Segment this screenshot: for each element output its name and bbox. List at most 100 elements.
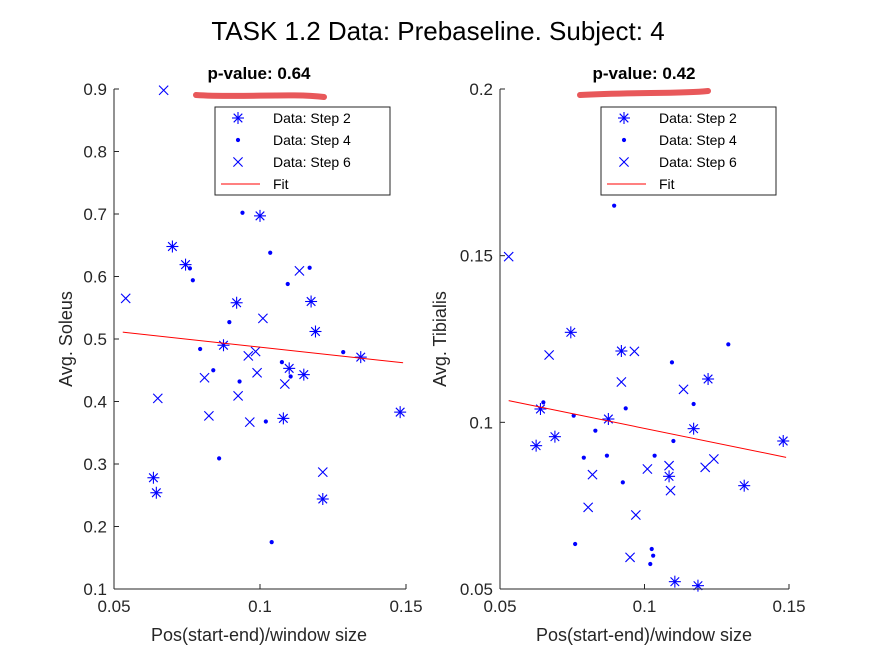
tibialis-asterisk-marker xyxy=(702,373,715,385)
soleus-asterisk-marker xyxy=(230,296,243,309)
tibialis-x-marker xyxy=(665,485,676,496)
soleus-x-marker xyxy=(257,313,268,324)
tibialis-legend-label: Data: Step 6 xyxy=(659,154,737,170)
tibialis-x-marker xyxy=(625,552,636,563)
tibialis-asterisk-marker xyxy=(564,326,577,339)
tibialis-dot-marker xyxy=(604,453,610,458)
soleus-dot-marker xyxy=(227,320,232,325)
soleus-y-tick-label: 0.8 xyxy=(83,143,107,162)
tibialis-asterisk-marker xyxy=(691,579,704,592)
tibialis-plot: 0.05 0.1 0.15 0.05 0.1 0.15 0.2 Pos(start-end)… xyxy=(430,64,806,645)
soleus-pvalue-annotation: p-value: 0.64 xyxy=(208,64,312,83)
tibialis-dot-marker xyxy=(651,553,656,558)
soleus-asterisk-marker xyxy=(150,486,163,499)
figure-title: TASK 1.2 Data: Prebaseline. Subject: 4 xyxy=(211,16,664,46)
soleus-asterisk-marker xyxy=(354,351,367,364)
soleus-dot-marker xyxy=(240,210,245,215)
tibialis-asterisk-marker xyxy=(738,479,751,492)
soleus-dot-marker xyxy=(288,374,293,379)
soleus-dot-marker xyxy=(211,368,216,373)
soleus-dot-marker xyxy=(285,281,290,287)
tibialis-dot-marker xyxy=(649,546,654,552)
soleus-y-tick-label: 0.7 xyxy=(83,205,107,224)
soleus-x-marker xyxy=(294,265,305,276)
soleus-x-marker xyxy=(199,372,210,383)
soleus-y-tick-label: 0.3 xyxy=(83,455,107,474)
soleus-legend-x-marker xyxy=(233,157,243,167)
tibialis-fit-line xyxy=(508,400,787,458)
tibialis-asterisk-marker xyxy=(602,413,615,425)
soleus-x-marker xyxy=(250,346,261,357)
soleus-dot-marker xyxy=(217,456,222,461)
tibialis-dot-marker xyxy=(541,400,546,405)
tibialis-x-axis-label: Pos(start-end)/window size xyxy=(536,625,752,645)
soleus-x-marker xyxy=(152,393,163,404)
soleus-dot-marker xyxy=(187,266,193,271)
soleus-x-marker xyxy=(279,379,290,389)
tibialis-dot-marker xyxy=(623,406,628,411)
soleus-legend-label: Fit xyxy=(273,176,289,192)
tibialis-x-marker xyxy=(708,454,719,464)
tibialis-asterisk-marker xyxy=(534,403,547,415)
soleus-y-tick-label: 0.1 xyxy=(83,580,107,599)
tibialis-dot-marker xyxy=(581,455,586,460)
tibialis-asterisk-marker xyxy=(615,345,628,357)
tibialis-dot-marker xyxy=(669,360,675,365)
tibialis-dot-marker xyxy=(652,453,657,458)
soleus-legend-dot-marker xyxy=(235,137,241,143)
soleus-x-marker xyxy=(243,350,254,361)
tibialis-x-marker xyxy=(629,346,640,357)
tibialis-x-marker xyxy=(583,502,594,513)
tibialis-y-tick-label: 0.2 xyxy=(469,80,493,99)
tibialis-dot-marker xyxy=(726,342,731,347)
tibialis-x-tick-label: 0.1 xyxy=(633,597,657,616)
tibialis-asterisk-marker xyxy=(687,422,700,435)
soleus-legend: Data: Step 2 Data: Step 4 Data: Step 6 Fit xyxy=(214,106,391,196)
tibialis-legend: Data: Step 2 Data: Step 4 Data: Step 6 Fit xyxy=(600,106,777,196)
soleus-asterisk-marker xyxy=(297,368,310,381)
tibialis-asterisk-marker xyxy=(530,439,543,452)
tibialis-x-marker xyxy=(587,469,598,480)
soleus-legend-label: Data: Step 4 xyxy=(273,132,351,148)
tibialis-y-tick-label: 0.05 xyxy=(460,580,493,599)
soleus-fit-line xyxy=(122,331,404,364)
tibialis-asterisk-marker xyxy=(548,430,561,443)
soleus-x-marker xyxy=(203,410,214,421)
soleus-legend-box xyxy=(214,106,391,196)
tibialis-asterisk-marker xyxy=(777,435,790,447)
tibialis-legend-dot-marker xyxy=(621,137,627,143)
tibialis-x-marker xyxy=(630,510,641,520)
soleus-x-axis-label: Pos(start-end)/window size xyxy=(151,625,367,645)
soleus-y-tick-label: 0.5 xyxy=(83,330,107,349)
soleus-asterisk-marker xyxy=(394,406,407,419)
soleus-asterisk-marker xyxy=(309,325,322,338)
soleus-x-marker xyxy=(252,367,263,378)
soleus-x-marker xyxy=(233,390,244,401)
soleus-legend-asterisk-marker xyxy=(232,112,244,124)
soleus-x-tick-label: 0.05 xyxy=(97,597,130,616)
tibialis-legend-label: Data: Step 4 xyxy=(659,132,737,148)
soleus-y-tick-label: 0.4 xyxy=(83,393,107,412)
tibialis-dot-marker xyxy=(593,428,598,433)
soleus-y-tick-label: 0.2 xyxy=(83,518,107,537)
soleus-y-tick-label: 0.9 xyxy=(83,80,107,99)
soleus-dot-marker xyxy=(341,350,346,355)
tibialis-x-marker xyxy=(616,377,627,387)
soleus-asterisk-marker xyxy=(316,493,329,505)
tibialis-dot-marker xyxy=(620,480,625,485)
tibialis-x-tick-label: 0.15 xyxy=(772,597,805,616)
soleus-dot-marker xyxy=(269,540,274,545)
soleus-legend-label: Data: Step 6 xyxy=(273,154,351,170)
tibialis-dot-marker xyxy=(691,401,696,407)
soleus-pvalue-highlight xyxy=(193,92,327,100)
soleus-legend-label: Data: Step 2 xyxy=(273,110,351,126)
soleus-dot-marker xyxy=(307,265,312,270)
soleus-asterisk-marker xyxy=(217,339,230,352)
soleus-x-marker xyxy=(317,467,328,478)
soleus-dot-marker xyxy=(268,250,273,255)
tibialis-legend-asterisk-marker xyxy=(618,112,630,124)
soleus-x-tick-label: 0.1 xyxy=(248,597,272,616)
soleus-x-marker xyxy=(120,293,131,304)
tibialis-dot-marker xyxy=(573,541,578,547)
tibialis-dot-marker xyxy=(648,561,653,567)
